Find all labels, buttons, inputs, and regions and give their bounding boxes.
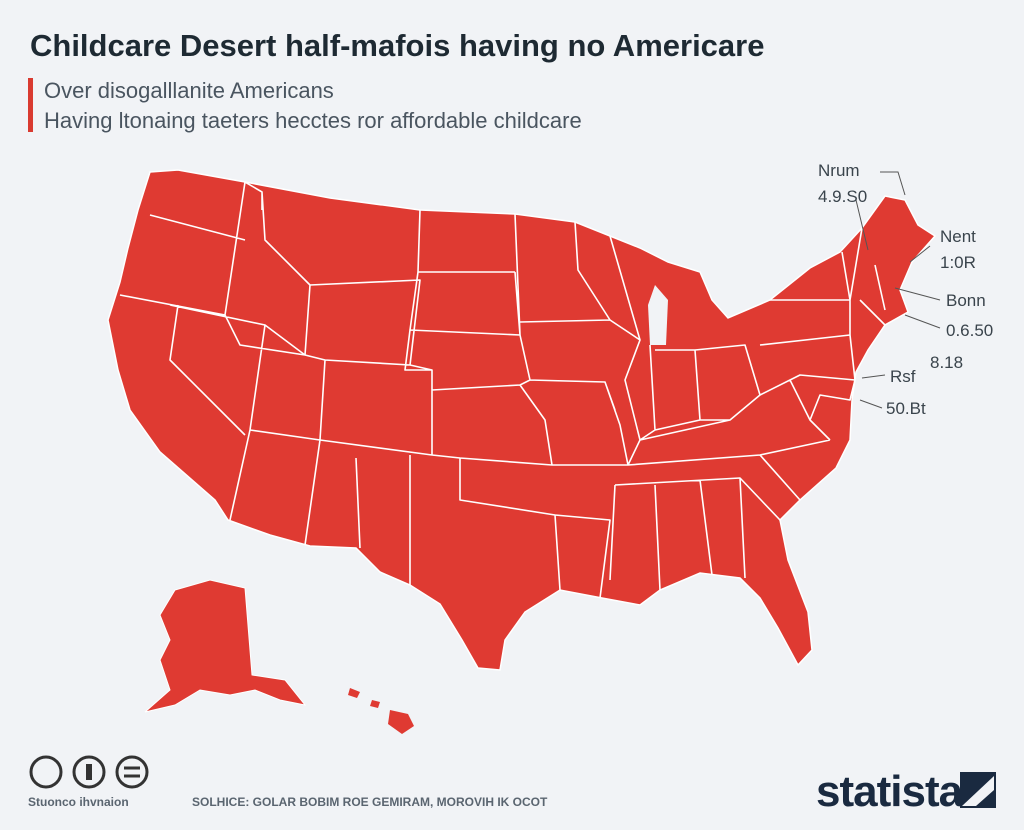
callout-label: Nent xyxy=(940,227,976,246)
callouts: Nrum 4.9.S0 Nent 1:0R Bonn 0.6.50 8.18 R… xyxy=(818,161,993,418)
source: SOLHICE: GOLAR BOBIM ROE GEMIRAM, MOROVI… xyxy=(192,795,548,809)
icon xyxy=(29,755,63,789)
leader-line xyxy=(855,171,906,251)
callout-label: Rsf xyxy=(890,367,916,386)
alaska xyxy=(144,579,307,713)
icon xyxy=(72,755,106,789)
icon-glyph xyxy=(124,766,140,778)
credit: Stuonco ihvnaion xyxy=(28,795,129,809)
accent-bar xyxy=(28,78,33,132)
map xyxy=(107,169,937,734)
callout-value: 0.6.50 xyxy=(946,321,993,340)
brand-logo-cut xyxy=(962,776,994,806)
brand: statista xyxy=(816,767,964,816)
leader-line xyxy=(894,287,941,329)
icon-glyph xyxy=(86,764,92,780)
hawaii xyxy=(348,688,414,734)
icon xyxy=(115,755,149,789)
license-icons xyxy=(29,755,149,789)
callout-value: 1:0R xyxy=(940,253,976,272)
state-lines xyxy=(119,181,886,599)
subtitle-line: Over disogalllanite Americans xyxy=(44,78,334,103)
callout-label: Nrum xyxy=(818,161,860,180)
subtitle-line: Having ltonaing taeters hecctes ror affo… xyxy=(44,108,582,133)
brand-logo xyxy=(960,772,996,808)
title: Childcare Desert half-mafois having no A… xyxy=(30,28,764,63)
lake xyxy=(648,285,668,345)
leader-line xyxy=(859,374,886,409)
callout-value: 8.18 xyxy=(930,353,963,372)
callout-value: 4.9.S0 xyxy=(818,187,867,206)
callout-value: 50.Bt xyxy=(886,399,926,418)
contiguous-us xyxy=(107,169,937,671)
leader-line xyxy=(909,245,931,263)
callout-label: Bonn xyxy=(946,291,986,310)
